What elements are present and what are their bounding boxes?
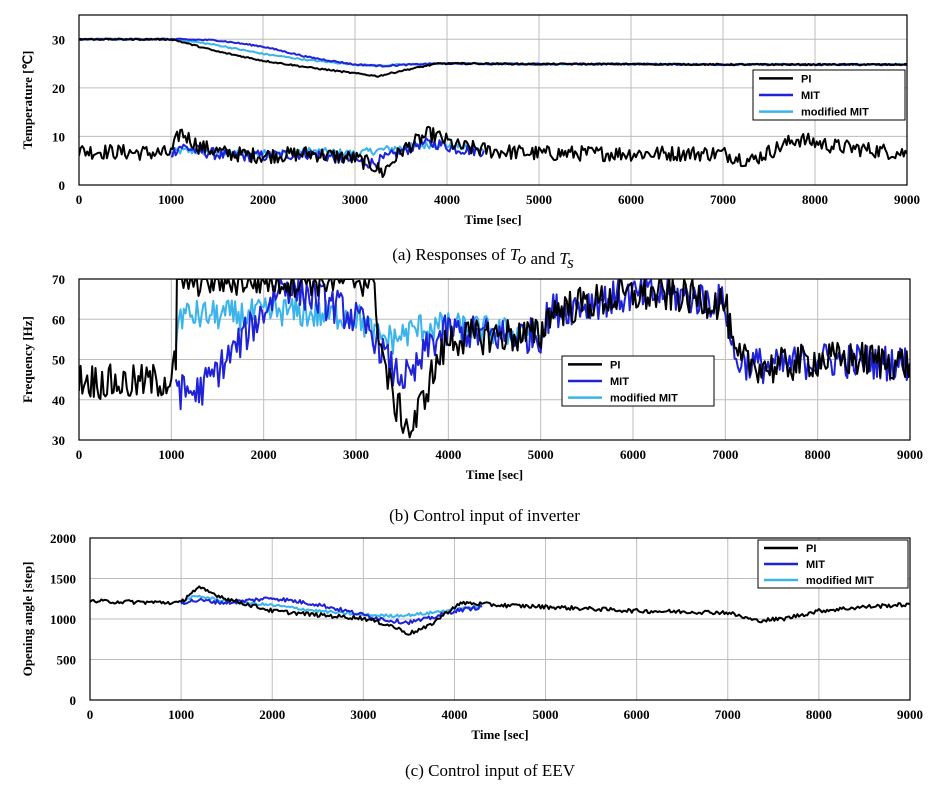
x-tick-label: 2000 <box>251 447 277 462</box>
x-tick-label: 5000 <box>528 447 554 462</box>
panel-caption: (c) Control input of EEV <box>405 761 576 780</box>
x-tick-label: 7000 <box>715 707 741 722</box>
x-tick-label: 7000 <box>710 192 736 207</box>
x-tick-label: 1000 <box>158 192 184 207</box>
x-tick-label: 7000 <box>712 447 738 462</box>
y-tick-label: 1000 <box>50 612 76 627</box>
panel-caption: (b) Control input of inverter <box>389 506 580 525</box>
series-group <box>79 279 910 439</box>
plot-frame <box>78 278 911 441</box>
x-axis-label: Time [sec] <box>471 727 528 742</box>
y-axis-label: Opening angle [step] <box>20 562 35 677</box>
x-tick-label: 6000 <box>624 707 650 722</box>
x-tick-label: 6000 <box>620 447 646 462</box>
y-tick-label: 30 <box>52 32 65 47</box>
x-tick-label: 4000 <box>435 447 461 462</box>
series-group <box>90 585 910 636</box>
legend-label: MIT <box>801 90 820 102</box>
x-tick-label: 8000 <box>806 707 832 722</box>
series-line-modified-mit <box>79 37 907 68</box>
x-tick-label: 3000 <box>342 192 368 207</box>
legend-label: PI <box>610 359 620 371</box>
series-line-pi <box>90 585 910 636</box>
series-line-mit <box>180 596 483 626</box>
legend-label: modified MIT <box>801 107 869 119</box>
x-axis-label: Time [sec] <box>464 212 521 227</box>
x-tick-label: 0 <box>87 707 94 722</box>
x-tick-label: 2000 <box>250 192 276 207</box>
chart-panel-1: 0 1000 2000 3000 4000 5000 6000 7000 8000 9000 0 10… <box>20 14 920 272</box>
y-tick-label: 2000 <box>50 531 76 546</box>
legend: PI MIT modified MIT <box>757 539 909 589</box>
y-tick-label: 70 <box>52 272 65 287</box>
x-tick-label: 4000 <box>441 707 467 722</box>
x-tick-label: 1000 <box>158 447 184 462</box>
series-group <box>79 37 907 179</box>
y-tick-label: 30 <box>52 433 65 448</box>
x-tick-label: 9000 <box>897 447 923 462</box>
y-tick-label: 500 <box>57 653 77 668</box>
y-tick-label: 40 <box>52 393 65 408</box>
x-tick-label: 9000 <box>897 707 923 722</box>
series-line-mit <box>170 137 485 169</box>
plot-frame <box>78 14 908 186</box>
series-line-pi <box>79 279 910 439</box>
x-tick-label: 5000 <box>533 707 559 722</box>
legend-label: modified MIT <box>806 575 874 587</box>
y-tick-label: 0 <box>59 178 66 193</box>
x-tick-label: 4000 <box>434 192 460 207</box>
series-line-mit <box>174 279 910 411</box>
y-tick-label: 60 <box>52 312 65 327</box>
x-tick-label: 3000 <box>350 707 376 722</box>
x-tick-label: 1000 <box>168 707 194 722</box>
x-tick-label: 5000 <box>526 192 552 207</box>
y-tick-label: 1500 <box>50 572 76 587</box>
plot-frame <box>89 537 911 701</box>
x-tick-label: 8000 <box>805 447 831 462</box>
chart-panel-3: 0 1000 2000 3000 4000 5000 6000 7000 8000 9000 0 50… <box>20 531 923 780</box>
x-tick-label: 0 <box>76 192 83 207</box>
x-tick-label: 2000 <box>259 707 285 722</box>
legend-label: PI <box>801 73 811 85</box>
y-axis-label: Temperature [℃] <box>20 51 35 150</box>
y-axis-label: Frequency [Hz] <box>20 316 35 403</box>
y-tick-label: 10 <box>52 129 65 144</box>
x-tick-label: 9000 <box>894 192 920 207</box>
x-tick-label: 8000 <box>802 192 828 207</box>
x-tick-label: 0 <box>76 447 83 462</box>
y-tick-label: 20 <box>52 81 65 96</box>
legend: PI MIT modified MIT <box>561 355 715 407</box>
series-line-pi <box>79 37 907 78</box>
legend-label: modified MIT <box>610 393 678 405</box>
x-axis-label: Time [sec] <box>466 467 523 482</box>
series-line-pi <box>79 125 907 179</box>
legend-label: MIT <box>806 559 825 571</box>
legend-label: PI <box>806 543 816 555</box>
legend: PI MIT modified MIT <box>752 69 906 121</box>
panel-caption: (a) Responses of To and Ts <box>392 245 574 272</box>
x-tick-label: 6000 <box>618 192 644 207</box>
legend-label: MIT <box>610 376 629 388</box>
x-tick-label: 3000 <box>343 447 369 462</box>
y-tick-label: 50 <box>52 353 65 368</box>
y-tick-label: 0 <box>70 693 77 708</box>
chart-panel-2: 0 1000 2000 3000 4000 5000 6000 7000 8000 9000 30 4… <box>20 272 923 525</box>
